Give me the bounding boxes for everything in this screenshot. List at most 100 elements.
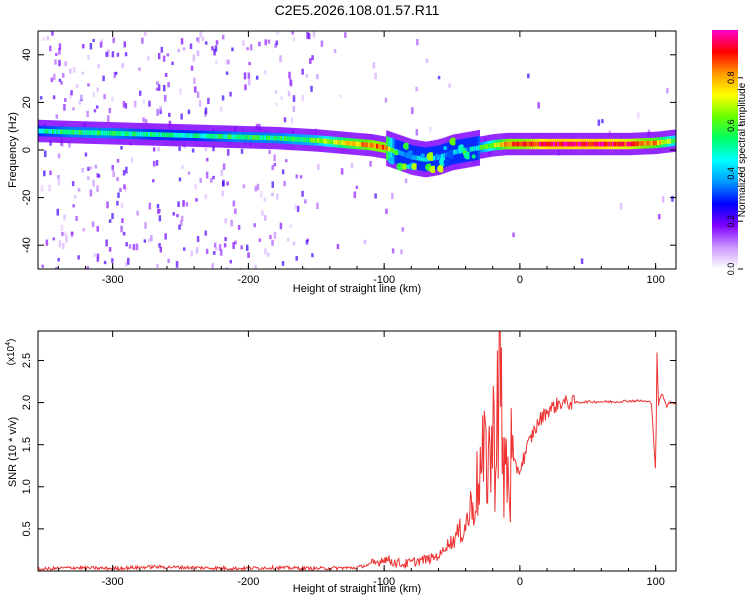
noise-cell	[108, 219, 112, 223]
ridge-core	[636, 141, 639, 147]
noise-cell	[580, 258, 584, 265]
noise-cell	[268, 149, 271, 154]
ridge-core	[412, 154, 415, 160]
noise-cell	[301, 68, 304, 75]
noise-cell	[148, 100, 151, 107]
ridge-core	[555, 141, 558, 147]
noise-cell	[225, 59, 228, 65]
noise-cell	[296, 205, 300, 213]
noise-cell	[116, 158, 120, 163]
noise-cell	[537, 102, 540, 109]
ridge-core	[321, 138, 324, 144]
y-tick-label: 1.5	[21, 437, 33, 452]
ridge-core	[300, 137, 303, 142]
snr-panel: -300 -200 -100 0 100 0.5 1.0 1.5 2.0 2.5 Height …	[5, 330, 677, 595]
noise-cell	[64, 61, 67, 67]
noise-cell	[205, 171, 209, 179]
noise-cell	[124, 186, 128, 193]
noise-cell	[55, 266, 58, 269]
ridge-core	[416, 155, 419, 161]
noise-cell	[288, 71, 291, 79]
ridge-core	[510, 141, 513, 147]
ridge-blob	[429, 165, 437, 174]
ridge-core	[162, 132, 165, 138]
noise-cell	[234, 240, 237, 245]
noise-cell	[180, 38, 184, 45]
noise-cell	[527, 73, 530, 79]
ridge-core	[386, 145, 389, 151]
noise-cell	[65, 236, 68, 244]
ridge-core	[492, 142, 495, 148]
noise-cell	[301, 190, 304, 197]
ridge-core	[373, 143, 377, 149]
ridge-core	[526, 141, 529, 147]
noise-cell	[279, 222, 283, 230]
noise-cell	[242, 40, 245, 46]
ridge-core	[259, 135, 263, 141]
ridge-core	[595, 141, 599, 147]
ridge-core	[215, 133, 218, 139]
noise-cell	[49, 170, 52, 176]
noise-cell	[193, 77, 196, 85]
noise-cell	[312, 31, 316, 38]
noise-cell	[133, 100, 137, 108]
ridge-core	[626, 141, 629, 147]
noise-cell	[384, 97, 388, 103]
noise-cell	[106, 201, 109, 209]
ridge-core	[514, 141, 517, 147]
noise-cell	[155, 87, 159, 91]
noise-cell	[196, 91, 200, 99]
ridge-core	[251, 135, 254, 140]
noise-cell	[271, 192, 274, 197]
noise-cell	[96, 256, 100, 262]
noise-cell	[355, 185, 359, 189]
snr-plot-area	[38, 331, 676, 571]
noise-cell	[350, 162, 354, 169]
ridge-core	[239, 134, 242, 140]
ridge-core	[249, 134, 252, 140]
noise-cell	[195, 247, 199, 254]
noise-cell	[391, 248, 395, 254]
ridge-core	[170, 132, 173, 138]
ridge-core	[310, 137, 314, 143]
ridge-core	[652, 140, 656, 146]
noise-cell	[336, 243, 340, 250]
noise-cell	[271, 239, 274, 246]
noise-cell	[253, 223, 256, 228]
ridge-core	[308, 137, 312, 143]
noise-cell	[271, 165, 274, 171]
ridge-core	[669, 138, 672, 144]
ridge-blob	[471, 154, 476, 159]
ridge-core	[540, 141, 544, 147]
ridge-core	[276, 135, 279, 141]
ridge-blob	[411, 163, 419, 170]
ridge-core	[351, 141, 354, 146]
noise-cell	[150, 235, 153, 242]
noise-cell	[416, 38, 419, 46]
ridge-core	[86, 130, 90, 135]
noise-cell	[69, 68, 72, 74]
noise-cell	[199, 31, 202, 38]
noise-cell	[255, 123, 259, 129]
colorbar-tick-label: 0.8	[726, 72, 736, 85]
ridge-core	[48, 128, 51, 134]
noise-cell	[273, 154, 276, 162]
noise-cell	[55, 52, 58, 57]
noise-cell	[220, 106, 223, 112]
ridge-core	[111, 130, 114, 136]
ridge-core	[534, 141, 538, 147]
noise-cell	[276, 193, 279, 200]
noise-cell	[120, 146, 123, 150]
noise-cell	[92, 91, 96, 98]
ridge-core	[545, 141, 548, 147]
snr-y-multiplier: (x104)	[5, 339, 17, 366]
ridge-core	[549, 141, 552, 147]
ridge-core	[115, 131, 118, 136]
ridge-core	[498, 142, 501, 148]
noise-cell	[264, 248, 267, 255]
ridge-core	[650, 140, 654, 146]
noise-cell	[316, 202, 319, 210]
ridge-core	[622, 141, 625, 147]
noise-cell	[160, 46, 164, 53]
noise-cell	[63, 103, 66, 111]
